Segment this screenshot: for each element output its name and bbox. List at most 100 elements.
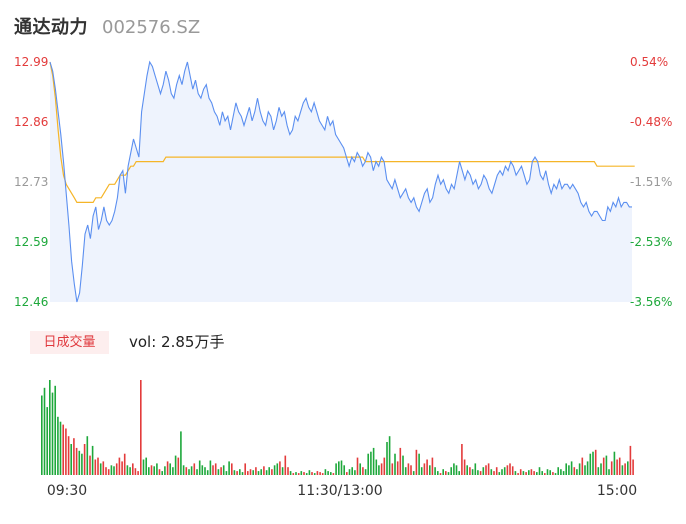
volume-bar bbox=[335, 463, 337, 475]
volume-bar bbox=[231, 463, 233, 475]
volume-bar bbox=[549, 470, 552, 475]
volume-bar bbox=[166, 461, 169, 475]
volume-bar bbox=[316, 471, 319, 475]
volume-bar bbox=[330, 472, 332, 475]
volume-bar bbox=[105, 467, 107, 475]
volume-bar bbox=[429, 465, 431, 475]
volume-bar bbox=[546, 469, 549, 475]
volume-bar bbox=[41, 395, 43, 475]
volume-bar bbox=[225, 471, 228, 475]
volume-bar bbox=[81, 453, 83, 475]
volume-bar bbox=[281, 467, 284, 475]
volume-bar bbox=[359, 463, 362, 475]
volume-bar bbox=[624, 463, 626, 475]
volume-bar bbox=[402, 455, 404, 475]
volume-bar bbox=[257, 471, 260, 475]
volume-bar bbox=[613, 451, 616, 475]
volume-bar bbox=[581, 457, 584, 475]
volume-bar bbox=[380, 463, 383, 475]
volume-bar bbox=[495, 467, 498, 475]
volume-bar bbox=[110, 465, 113, 475]
volume-bar bbox=[268, 467, 271, 475]
volume-bar bbox=[594, 449, 597, 475]
volume-bar bbox=[338, 461, 340, 475]
volume-bar bbox=[220, 467, 222, 475]
x-tick-label: 15:00 bbox=[597, 483, 637, 499]
volume-bar bbox=[311, 472, 313, 475]
volume-bar bbox=[458, 471, 461, 475]
volume-bar bbox=[498, 472, 501, 475]
volume-bar bbox=[83, 444, 86, 475]
volume-bar bbox=[493, 471, 495, 475]
x-tick-label: 09:30 bbox=[47, 483, 87, 499]
volume-bar bbox=[279, 461, 281, 475]
volume-bar bbox=[364, 469, 367, 475]
volume-bar bbox=[49, 380, 51, 475]
volume-bar bbox=[54, 385, 57, 475]
volume-bar bbox=[544, 473, 546, 475]
volume-bar bbox=[91, 445, 94, 475]
left-tick-label: 12.46 bbox=[14, 295, 48, 309]
volume-bar bbox=[169, 463, 172, 475]
volume-bar bbox=[150, 465, 153, 475]
volume-bar bbox=[206, 470, 209, 475]
volume-bar bbox=[217, 469, 220, 475]
volume-bar bbox=[271, 469, 273, 475]
volume-bar bbox=[597, 467, 600, 475]
volume-bar bbox=[420, 467, 423, 475]
volume-bar bbox=[241, 472, 244, 475]
volume-bar bbox=[530, 469, 533, 475]
volume-bar bbox=[263, 466, 265, 475]
volume-bar bbox=[388, 436, 391, 475]
volume-bar bbox=[73, 438, 75, 475]
volume-bar bbox=[43, 387, 46, 475]
volume-bar bbox=[410, 465, 412, 475]
volume-bar bbox=[300, 471, 303, 475]
volume-bar bbox=[180, 431, 182, 475]
volume-bar bbox=[514, 471, 517, 475]
volume-bar bbox=[418, 453, 420, 475]
volume-bar bbox=[447, 472, 450, 475]
volume-bar bbox=[244, 463, 247, 475]
volume-bar bbox=[434, 467, 436, 475]
volume-bar bbox=[485, 465, 487, 475]
right-tick-label: -2.53% bbox=[630, 235, 672, 249]
volume-bar bbox=[249, 469, 252, 475]
right-tick-label: 0.54% bbox=[630, 55, 668, 69]
volume-bar bbox=[97, 457, 99, 475]
volume-bar bbox=[386, 442, 388, 475]
volume-bar bbox=[292, 473, 295, 475]
volume-bar bbox=[233, 470, 236, 475]
volume-bar bbox=[284, 455, 287, 475]
volume-bar bbox=[319, 472, 321, 475]
volume-bar bbox=[584, 465, 586, 475]
volume-bar bbox=[477, 470, 479, 475]
volume-bar bbox=[222, 465, 225, 475]
volume-bar bbox=[89, 455, 91, 475]
volume-bar bbox=[177, 457, 180, 475]
volume-bar bbox=[228, 461, 230, 475]
volume-bar bbox=[46, 407, 49, 475]
volume-bar bbox=[445, 471, 447, 475]
x-tick-label: 11:30/13:00 bbox=[297, 483, 382, 499]
volume-bar bbox=[351, 467, 354, 475]
volume-bar bbox=[632, 459, 634, 475]
volume-bar bbox=[487, 463, 490, 475]
volume-bar bbox=[621, 465, 624, 475]
x-axis: 09:30 11:30/13:00 15:00 bbox=[47, 483, 637, 499]
volume-bar bbox=[391, 463, 394, 475]
volume-bar bbox=[501, 469, 503, 475]
volume-bar bbox=[239, 469, 241, 475]
volume-bar bbox=[236, 471, 238, 475]
volume-bar bbox=[461, 444, 463, 475]
volume-bar bbox=[332, 473, 335, 475]
volume-bar bbox=[212, 465, 214, 475]
volume-bar bbox=[132, 463, 134, 475]
volume-bar bbox=[57, 416, 59, 475]
volume-bar bbox=[439, 473, 442, 475]
volume-bar bbox=[573, 467, 576, 475]
right-tick-label: -3.56% bbox=[630, 295, 672, 309]
volume-bar bbox=[354, 470, 356, 475]
volume-bar bbox=[303, 472, 305, 475]
volume-bar bbox=[407, 463, 410, 475]
